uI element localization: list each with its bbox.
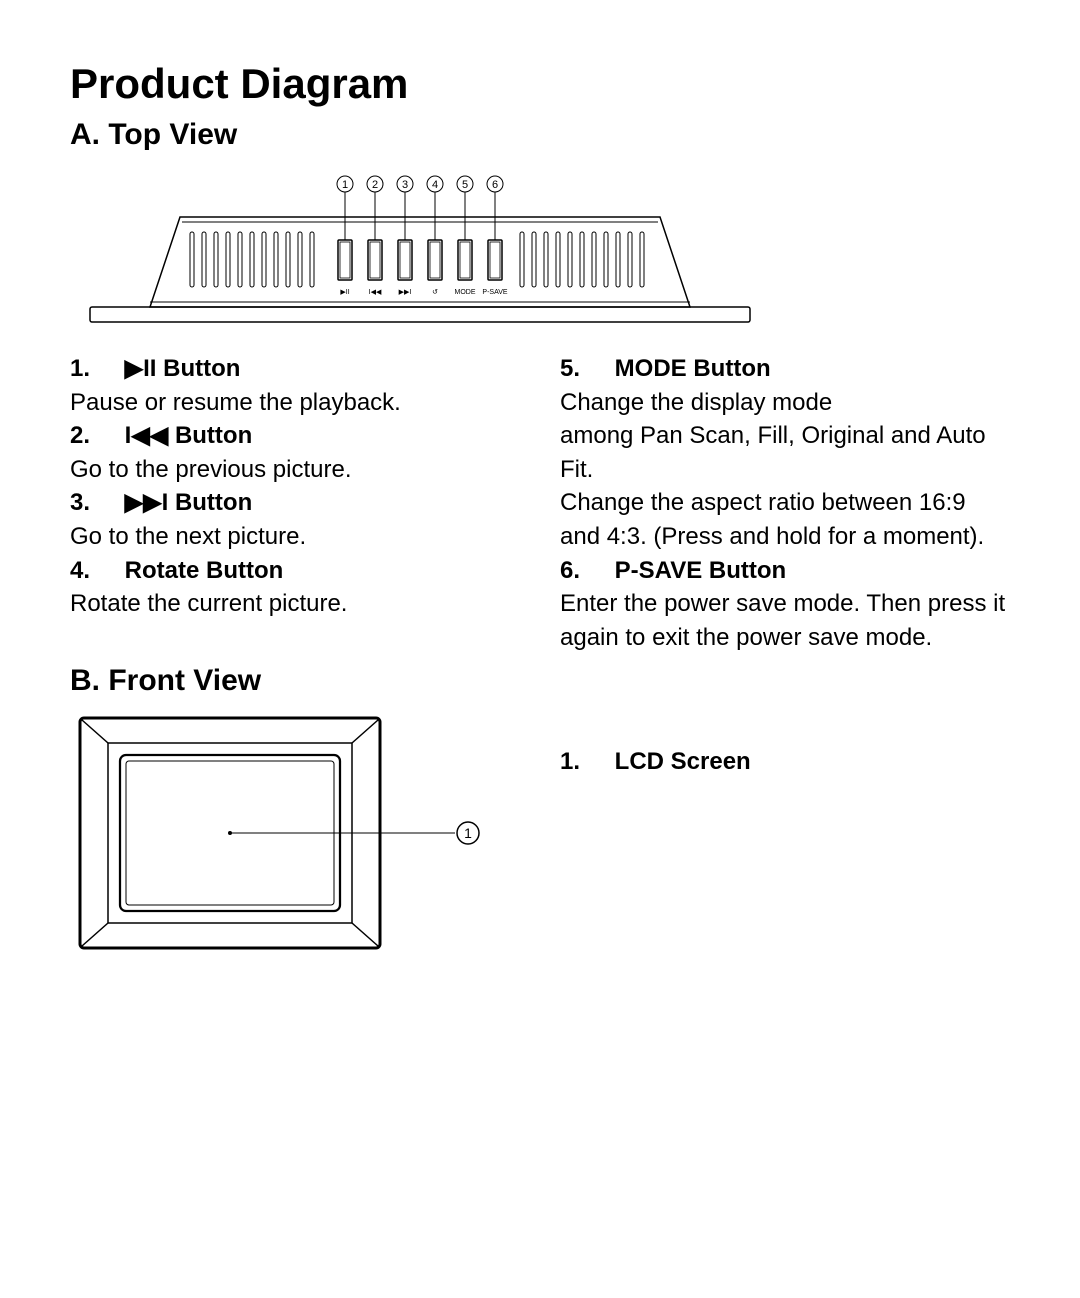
top-view-diagram: 1 ▶II 2 I◀◀ 3 ▶▶I 4 ↺ 5 MODE 6 P-SAVE — [70, 162, 1010, 332]
item-title: Button — [175, 489, 252, 516]
item-num: 5. — [560, 352, 608, 386]
item-num: 3. — [70, 486, 118, 520]
top-view-descriptions: 1. ▶II Button Pause or resume the playba… — [70, 352, 1010, 654]
item-title: Rotate Button — [125, 557, 284, 584]
item-title: Button — [175, 422, 252, 449]
item-desc: Change the aspect ratio between 16:9 and… — [560, 489, 984, 550]
prev-icon: I◀◀ — [125, 422, 169, 449]
front-label-num: 1. — [560, 748, 608, 776]
svg-text:P-SAVE: P-SAVE — [482, 289, 507, 296]
item-title: Button — [163, 355, 240, 382]
svg-text:↺: ↺ — [432, 289, 438, 296]
section-b-heading: B. Front View — [70, 664, 1010, 698]
svg-text:3: 3 — [402, 179, 408, 191]
svg-text:▶▶I: ▶▶I — [399, 289, 412, 296]
item-num: 1. — [70, 352, 118, 386]
svg-text:MODE: MODE — [455, 289, 476, 296]
play-pause-icon: ▶II — [125, 355, 157, 382]
item-desc: Enter the power save mode. Then press it… — [560, 590, 1005, 651]
item-num: 2. — [70, 419, 118, 453]
svg-text:4: 4 — [432, 179, 438, 191]
svg-text:1: 1 — [464, 825, 472, 841]
front-view-diagram: 1 — [70, 708, 500, 968]
front-label-title: LCD Screen — [615, 748, 751, 775]
front-view-label: 1. LCD Screen — [560, 748, 751, 776]
svg-text:5: 5 — [462, 179, 468, 191]
item-desc: Go to the next picture. — [70, 523, 306, 550]
section-a-heading: A. Top View — [70, 118, 1010, 152]
item-num: 4. — [70, 554, 118, 588]
item-desc: Rotate the current picture. — [70, 590, 347, 617]
item-num: 6. — [560, 554, 608, 588]
page-title: Product Diagram — [70, 60, 1010, 108]
item-desc: Go to the previous picture. — [70, 456, 351, 483]
item-desc: among Pan Scan, Fill, Original and Auto … — [560, 422, 986, 483]
item-desc: Pause or resume the playback. — [70, 389, 401, 416]
item-desc: Change the display mode — [560, 389, 832, 416]
svg-text:1: 1 — [342, 179, 348, 191]
item-title: MODE Button — [615, 355, 771, 382]
svg-text:6: 6 — [492, 179, 498, 191]
svg-text:▶II: ▶II — [340, 289, 349, 296]
item-title: P-SAVE Button — [615, 557, 787, 584]
svg-text:2: 2 — [372, 179, 378, 191]
next-icon: ▶▶I — [125, 489, 169, 516]
svg-text:I◀◀: I◀◀ — [369, 289, 382, 296]
